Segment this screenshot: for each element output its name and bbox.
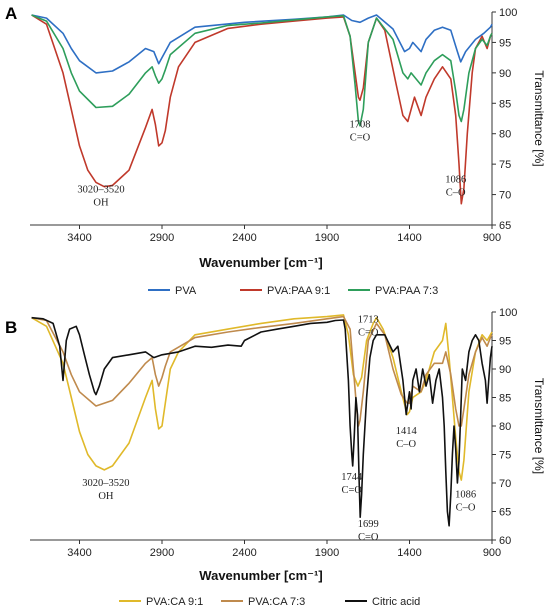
y-tick-label: 65 bbox=[499, 220, 511, 232]
panel-label: A bbox=[5, 4, 17, 23]
peak-annotation: OH bbox=[93, 198, 109, 209]
y-tick-label: 80 bbox=[499, 129, 511, 141]
y-tick-label: 70 bbox=[499, 478, 511, 490]
peak-annotation: 1086 bbox=[455, 489, 476, 500]
peak-annotation: 1713 bbox=[358, 314, 379, 325]
peak-annotation: C=O bbox=[358, 532, 379, 543]
x-axis-title: Wavenumber [cm⁻¹] bbox=[199, 568, 322, 583]
x-tick-label: 900 bbox=[483, 547, 501, 559]
x-tick-label: 2900 bbox=[150, 232, 174, 244]
y-tick-label: 65 bbox=[499, 507, 511, 519]
peak-annotation: C=O bbox=[341, 485, 362, 496]
y-tick-label: 100 bbox=[499, 7, 517, 19]
y-tick-label: 100 bbox=[499, 307, 517, 319]
x-tick-label: 1400 bbox=[397, 232, 421, 244]
x-tick-label: 2400 bbox=[232, 232, 256, 244]
series-line-pva-ca-9-1 bbox=[31, 314, 493, 481]
series-line-pva-ca-7-3 bbox=[31, 315, 493, 427]
series-line-pva-paa-9-1 bbox=[31, 14, 493, 205]
series-line-citric-acid bbox=[31, 316, 493, 527]
peak-annotation: 3020–3520 bbox=[77, 185, 124, 196]
peak-annotation: C=O bbox=[358, 327, 379, 338]
x-tick-label: 3400 bbox=[67, 547, 91, 559]
y-tick-label: 95 bbox=[499, 37, 511, 49]
peak-annotation: 1708 bbox=[350, 120, 371, 131]
y-tick-label: 70 bbox=[499, 190, 511, 202]
x-tick-label: 1900 bbox=[315, 232, 339, 244]
legend-label: PVA bbox=[175, 285, 197, 297]
y-axis-title: Transmittance [%] bbox=[532, 378, 546, 474]
peak-annotation: 1744 bbox=[341, 472, 363, 483]
x-tick-label: 1900 bbox=[315, 547, 339, 559]
legend-label: PVA:CA 7:3 bbox=[248, 596, 305, 608]
y-tick-label: 80 bbox=[499, 421, 511, 433]
peak-annotation: 3020–3520 bbox=[82, 478, 129, 489]
peak-annotation: C–O bbox=[456, 502, 476, 513]
y-tick-label: 90 bbox=[499, 364, 511, 376]
series-line-pva-paa-7-3 bbox=[31, 14, 493, 127]
y-axis-title: Transmittance [%] bbox=[532, 70, 546, 166]
x-axis-title: Wavenumber [cm⁻¹] bbox=[199, 255, 322, 270]
y-tick-label: 75 bbox=[499, 450, 511, 462]
x-tick-label: 2400 bbox=[232, 547, 256, 559]
legend-label: PVA:PAA 7:3 bbox=[375, 285, 438, 297]
series-line-pva bbox=[31, 14, 493, 74]
y-tick-label: 85 bbox=[499, 98, 511, 110]
peak-annotation: C–O bbox=[446, 187, 466, 198]
peak-annotation: C=O bbox=[350, 133, 371, 144]
peak-annotation: C–O bbox=[396, 439, 416, 450]
panel-label: B bbox=[5, 318, 17, 337]
y-tick-label: 95 bbox=[499, 336, 511, 348]
y-tick-label: 85 bbox=[499, 393, 511, 405]
peak-annotation: 1699 bbox=[358, 519, 379, 530]
legend-label: PVA:PAA 9:1 bbox=[267, 285, 330, 297]
x-tick-label: 2900 bbox=[150, 547, 174, 559]
y-tick-label: 60 bbox=[499, 535, 511, 547]
y-tick-label: 90 bbox=[499, 68, 511, 80]
peak-annotation: OH bbox=[98, 491, 114, 502]
x-tick-label: 1400 bbox=[397, 547, 421, 559]
legend-label: PVA:CA 9:1 bbox=[146, 596, 203, 608]
x-tick-label: 900 bbox=[483, 232, 501, 244]
y-tick-label: 75 bbox=[499, 159, 511, 171]
legend-label: Citric acid bbox=[372, 596, 420, 608]
peak-annotation: 1414 bbox=[396, 426, 418, 437]
peak-annotation: 1086 bbox=[445, 174, 466, 185]
x-tick-label: 3400 bbox=[67, 232, 91, 244]
